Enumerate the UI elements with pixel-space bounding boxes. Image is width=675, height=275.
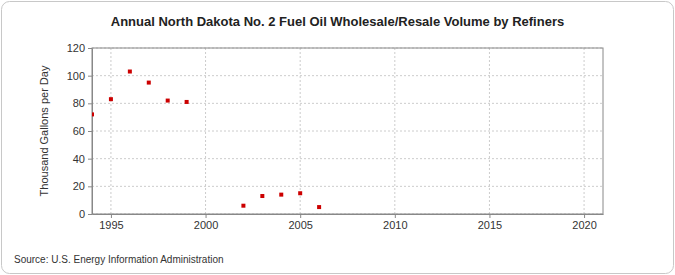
tick-label: 2005 bbox=[288, 219, 312, 231]
grid-line bbox=[394, 48, 395, 214]
tick-label: 1995 bbox=[99, 219, 123, 231]
tick-label: 2010 bbox=[383, 219, 407, 231]
point bbox=[147, 81, 151, 85]
tick-mark bbox=[88, 103, 92, 104]
grid-line bbox=[92, 75, 603, 76]
point bbox=[279, 193, 283, 197]
tick-mark bbox=[395, 214, 396, 218]
tick-label: 60 bbox=[73, 125, 85, 137]
title: Annual North Dakota No. 2 Fuel Oil Whole… bbox=[111, 14, 564, 29]
tick: 120 bbox=[67, 42, 92, 54]
grid-line bbox=[92, 131, 603, 132]
point bbox=[109, 97, 113, 101]
tick: 2020 bbox=[572, 214, 596, 231]
tick: 2005 bbox=[288, 214, 312, 231]
tick: 0 bbox=[79, 208, 92, 220]
tick-label: 2000 bbox=[194, 219, 218, 231]
y-axis: 0 20 40 60 80 100 120 bbox=[67, 42, 93, 220]
tick: 2010 bbox=[383, 214, 407, 231]
tick-mark bbox=[88, 159, 92, 160]
plot-area bbox=[92, 48, 603, 214]
point bbox=[92, 112, 94, 116]
tick: 40 bbox=[73, 153, 92, 165]
grid bbox=[92, 48, 603, 214]
point bbox=[166, 99, 170, 103]
tick: 2000 bbox=[194, 214, 218, 231]
point bbox=[260, 194, 264, 198]
tick-mark bbox=[111, 214, 112, 218]
tick: 2015 bbox=[478, 214, 502, 231]
grid-line bbox=[300, 48, 301, 214]
tick-mark bbox=[88, 76, 92, 77]
tick-mark bbox=[206, 214, 207, 218]
tick-label: 20 bbox=[73, 180, 85, 192]
point bbox=[185, 100, 189, 104]
tick-mark bbox=[88, 186, 92, 187]
point bbox=[298, 191, 302, 195]
source-note: Source: U.S. Energy Information Administ… bbox=[14, 254, 224, 265]
tick: 100 bbox=[67, 70, 92, 82]
tick: 1995 bbox=[99, 214, 123, 231]
grid-line bbox=[92, 103, 603, 104]
series bbox=[92, 70, 321, 210]
tick: 80 bbox=[73, 97, 92, 109]
tick-label: 0 bbox=[79, 208, 85, 220]
background bbox=[2, 2, 674, 274]
y-axis-title: Thousand Gallons per Day bbox=[38, 65, 50, 196]
plot-frame bbox=[92, 48, 603, 214]
chart: 1995 2000 2005 2010 2015 2020 0 20 40 60 80 100 120 A… bbox=[0, 0, 675, 275]
tick-mark bbox=[584, 214, 585, 218]
tick-mark bbox=[300, 214, 301, 218]
grid-line bbox=[92, 158, 603, 159]
tick-mark bbox=[88, 131, 92, 132]
tick-label: 2015 bbox=[478, 219, 502, 231]
tick-mark bbox=[88, 48, 92, 49]
tick-label: 120 bbox=[67, 42, 85, 54]
tick-label: 40 bbox=[73, 153, 85, 165]
tick-label: 2020 bbox=[572, 219, 596, 231]
plot: 1995 2000 2005 2010 2015 2020 0 20 40 60 80 100 120 bbox=[67, 42, 604, 231]
tick: 20 bbox=[73, 180, 92, 192]
grid-line bbox=[92, 186, 603, 187]
grid-line bbox=[489, 48, 490, 214]
tick-label: 80 bbox=[73, 97, 85, 109]
point bbox=[241, 204, 245, 208]
tick-label: 100 bbox=[67, 70, 85, 82]
point bbox=[317, 205, 321, 209]
tick: 60 bbox=[73, 125, 92, 137]
x-axis: 1995 2000 2005 2010 2015 2020 bbox=[93, 214, 604, 231]
grid-line bbox=[110, 48, 111, 214]
grid-line bbox=[205, 48, 206, 214]
point bbox=[128, 70, 132, 74]
grid-line bbox=[584, 48, 585, 214]
tick-mark bbox=[489, 214, 490, 218]
tick-mark bbox=[88, 214, 92, 215]
